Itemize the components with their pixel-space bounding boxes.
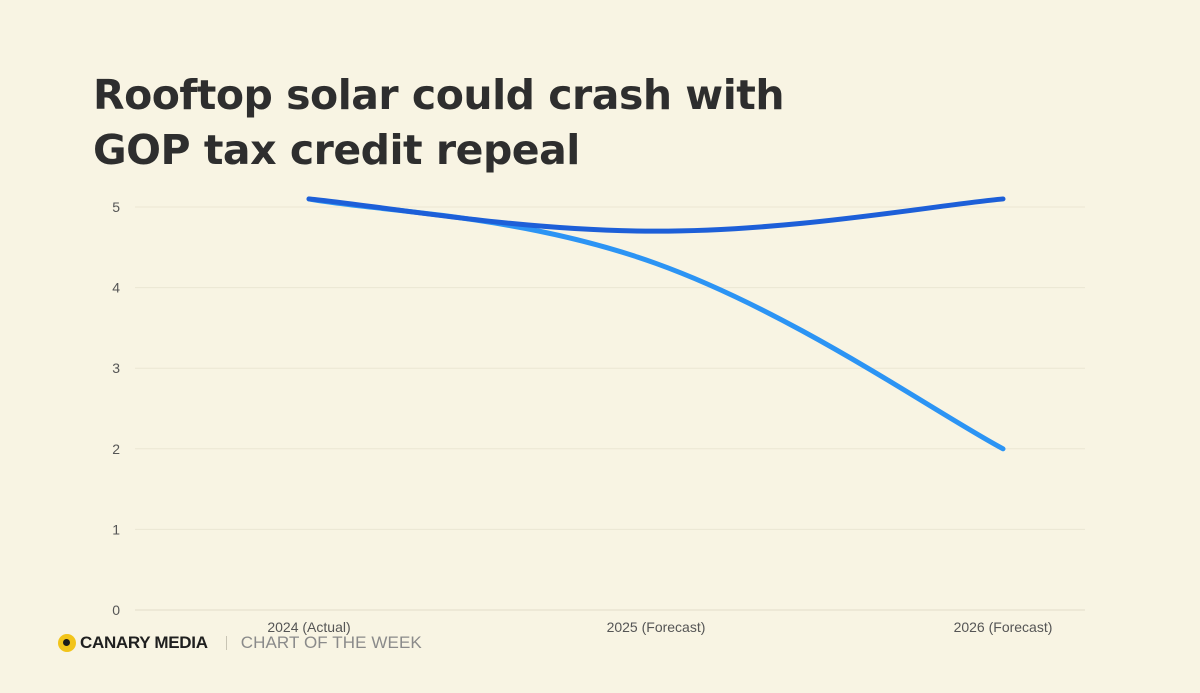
- x-tick-label: 2025 (Forecast): [607, 619, 706, 635]
- y-axis-ticks: 0 1 2 3 4 5: [112, 199, 120, 618]
- y-tick-label: 5: [112, 199, 120, 215]
- y-tick-label: 4: [112, 280, 120, 296]
- footer-tagline: CHART OF THE WEEK: [240, 633, 422, 652]
- gridlines: [135, 206, 1085, 611]
- y-tick-label: 1: [112, 521, 120, 537]
- series-line-2: [306, 196, 1006, 452]
- y-tick-label: 0: [112, 602, 120, 618]
- brand-name: CANARY MEDIA: [80, 633, 208, 652]
- x-axis-ticks: 2024 (Actual) 2025 (Forecast) 2026 (Foreca…: [267, 619, 1052, 635]
- footer-divider: [225, 636, 227, 650]
- chart-title: Rooftop solar could crash with GOP tax c…: [93, 71, 785, 174]
- y-tick-label: 2: [112, 441, 120, 457]
- footer: CANARY MEDIA CHART OF THE WEEK: [58, 628, 422, 658]
- x-tick-label: 2026 (Forecast): [954, 619, 1053, 635]
- series-line-1: [306, 196, 1006, 234]
- series-lines: [306, 196, 1006, 452]
- y-tick-label: 3: [112, 360, 120, 376]
- canary-logo-icon: [58, 634, 76, 652]
- x-tick-label: 2024 (Actual): [267, 619, 350, 635]
